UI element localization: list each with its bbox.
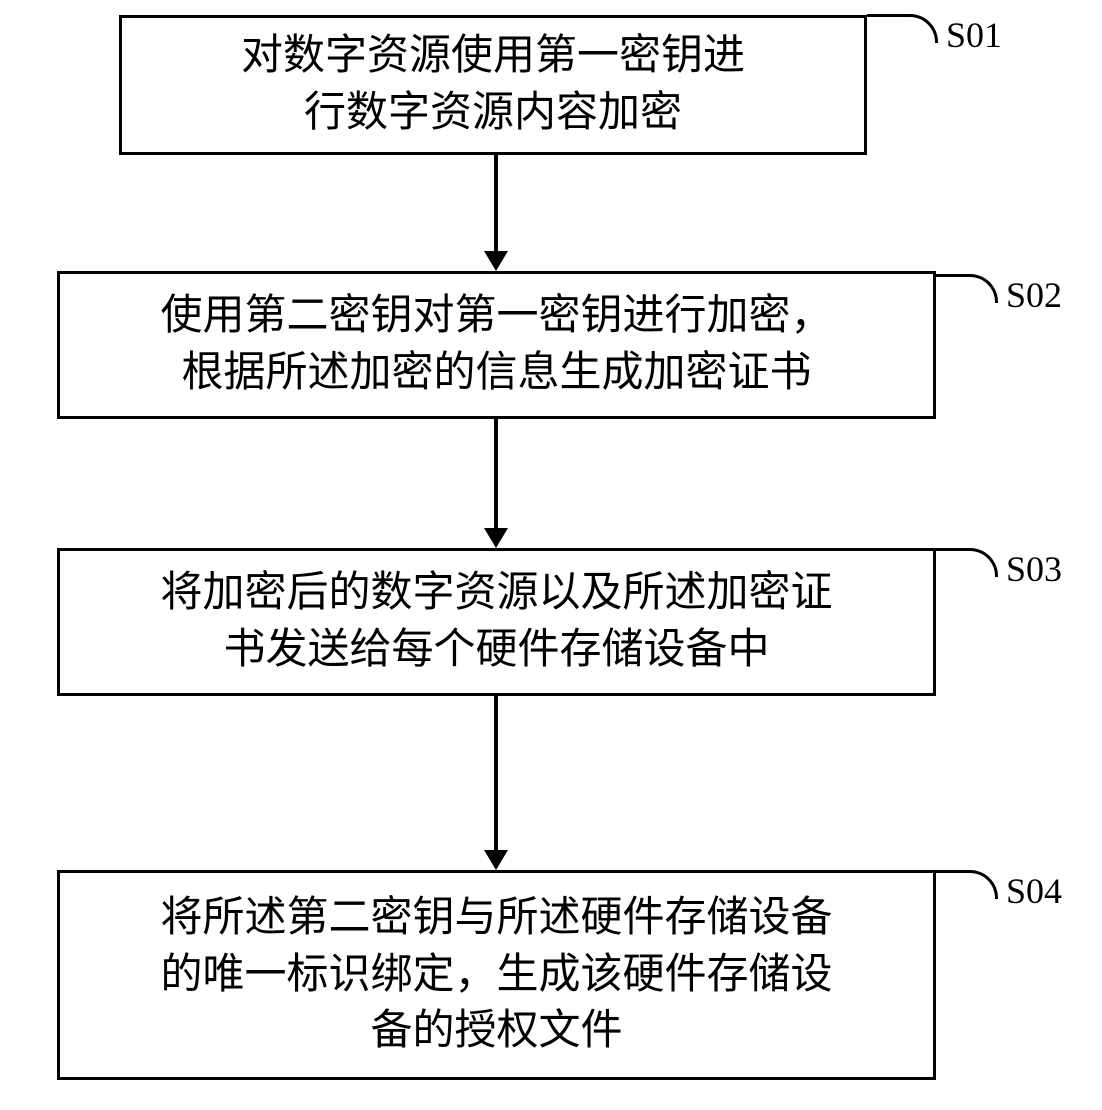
step-label-s02: S02 (1006, 274, 1062, 316)
leader-s04 (936, 870, 998, 899)
leader-s01 (867, 14, 938, 43)
edge-s02-s03 (494, 419, 498, 528)
flow-node-s03: 将加密后的数字资源以及所述加密证书发送给每个硬件存储设备中 (57, 548, 936, 696)
flow-node-s02-text: 使用第二密钥对第一密钥进行加密，根据所述加密的信息生成加密证书 (160, 288, 832, 401)
arrow-s03-s04 (484, 850, 508, 870)
leader-s03 (936, 548, 998, 577)
arrow-s01-s02 (484, 251, 508, 271)
edge-s01-s02 (494, 155, 498, 251)
step-label-s03: S03 (1006, 548, 1062, 590)
flow-node-s04-text: 将所述第二密钥与所述硬件存储设备的唯一标识绑定，生成该硬件存储设备的授权文件 (160, 890, 832, 1060)
flowchart-canvas: 对数字资源使用第一密钥进行数字资源内容加密 S01 使用第二密钥对第一密钥进行加… (0, 0, 1102, 1110)
step-label-s04: S04 (1006, 870, 1062, 912)
flow-node-s01: 对数字资源使用第一密钥进行数字资源内容加密 (119, 15, 867, 155)
leader-s02 (936, 274, 998, 303)
flow-node-s02: 使用第二密钥对第一密钥进行加密，根据所述加密的信息生成加密证书 (57, 271, 936, 419)
flow-node-s03-text: 将加密后的数字资源以及所述加密证书发送给每个硬件存储设备中 (160, 565, 832, 678)
step-label-s01: S01 (946, 14, 1002, 56)
flow-node-s01-text: 对数字资源使用第一密钥进行数字资源内容加密 (241, 28, 745, 141)
edge-s03-s04 (494, 696, 498, 850)
flow-node-s04: 将所述第二密钥与所述硬件存储设备的唯一标识绑定，生成该硬件存储设备的授权文件 (57, 870, 936, 1080)
arrow-s02-s03 (484, 528, 508, 548)
